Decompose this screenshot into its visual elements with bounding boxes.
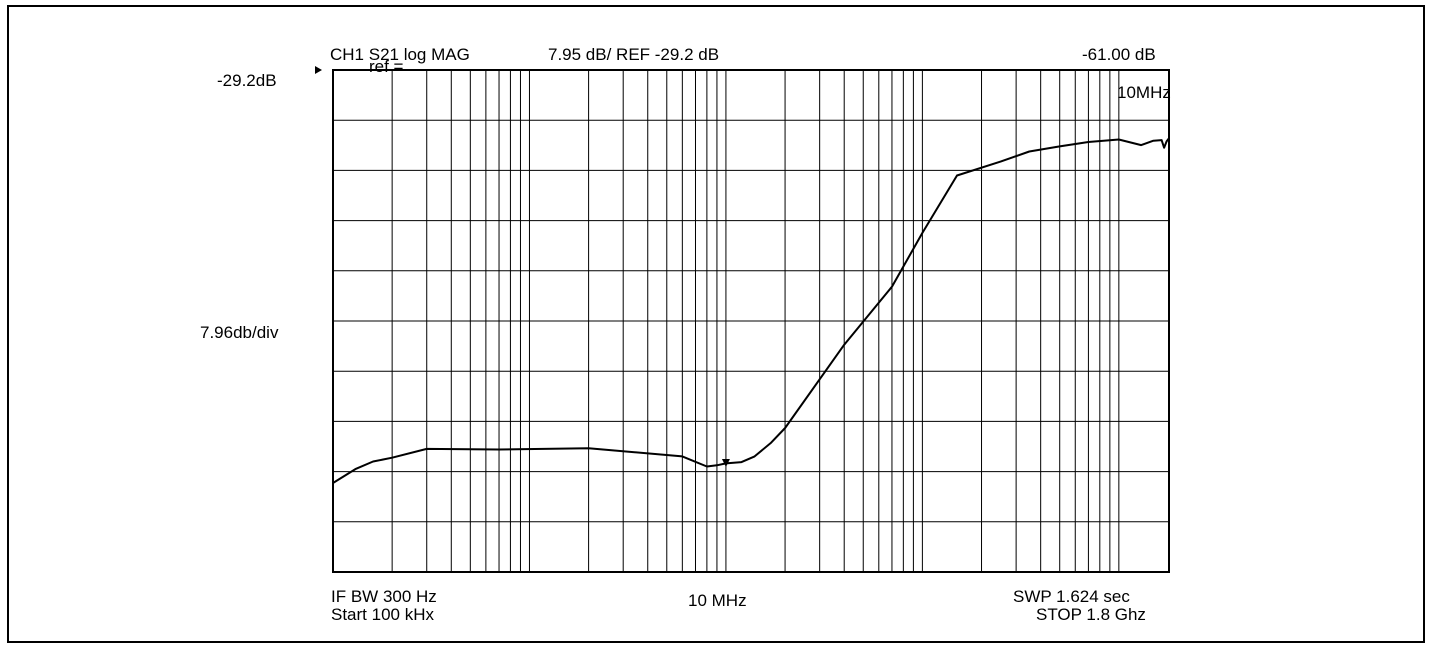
center-frequency: 10 MHz [688, 591, 747, 610]
ref-value: -29.2dB [217, 71, 277, 90]
sweep-time: SWP 1.624 sec [1013, 587, 1130, 606]
scale-per-division: 7.96db/div [200, 323, 279, 342]
reference-arrow-icon [315, 66, 322, 74]
figure-frame [7, 5, 1425, 643]
ref-label: ref = [369, 57, 404, 76]
marker-readout: -61.00 dB [1082, 45, 1156, 64]
trace-s21 [332, 137, 1170, 484]
channel-label: CH1 S21 log MAG [330, 45, 470, 64]
start-frequency: Start 100 kHx [331, 605, 434, 624]
stop-frequency: STOP 1.8 Ghz [1036, 605, 1146, 624]
plot-border [332, 69, 1170, 573]
marker-frequency: 10MHz [1117, 83, 1171, 102]
if-bandwidth: IF BW 300 Hz [331, 587, 437, 606]
marker-icon [721, 459, 730, 467]
scale-ref-label: 7.95 dB/ REF -29.2 dB [548, 45, 720, 64]
